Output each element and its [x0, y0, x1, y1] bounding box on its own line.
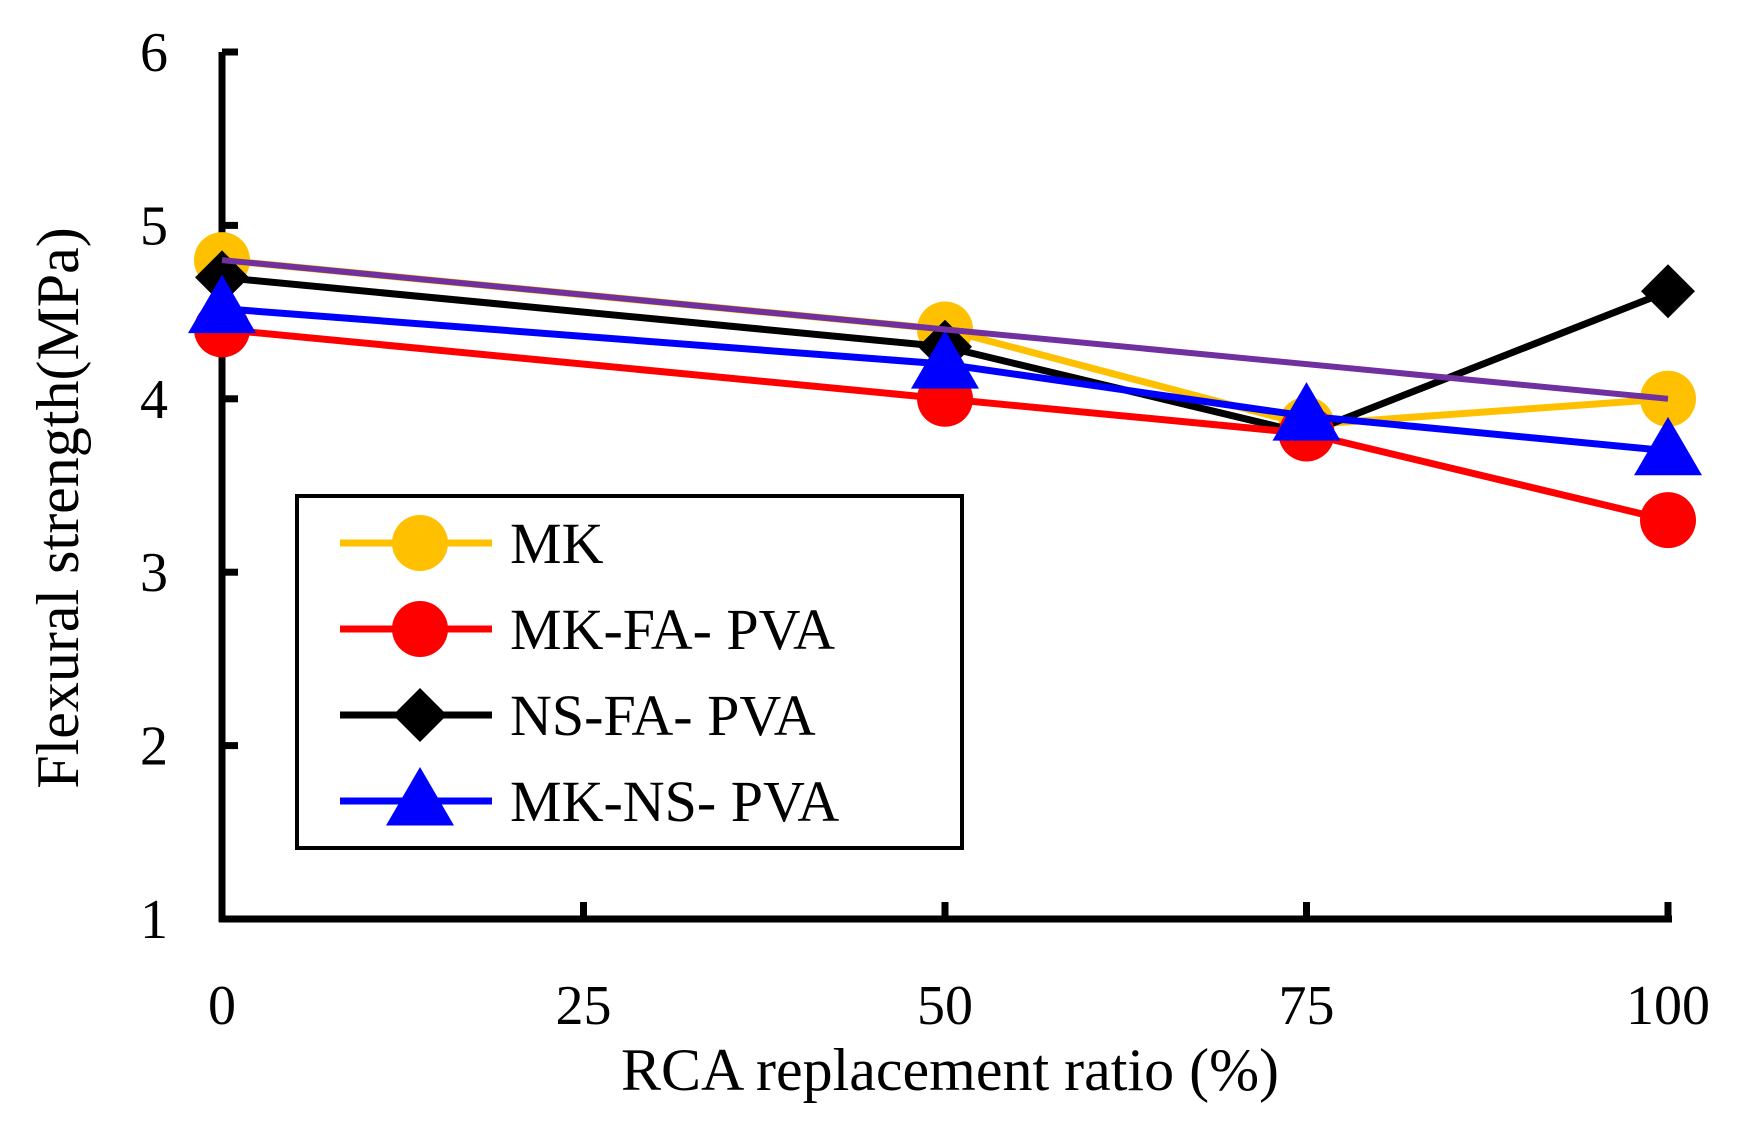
legend-item: MK-NS- PVA — [340, 767, 839, 834]
data-point — [911, 330, 979, 389]
data-point — [188, 274, 256, 334]
legend: MK MK-FA- PVA NS-FA- PVA MK-NS- PVA — [295, 494, 964, 850]
legend-marker — [393, 688, 447, 742]
legend-label: MK — [510, 511, 604, 576]
x-tick-label: 50 — [917, 975, 973, 1037]
data-point — [1272, 382, 1341, 441]
legend-item: MK — [340, 511, 604, 576]
y-axis-title: Flexural strength(MPa) — [25, 227, 91, 789]
y-tick-label: 4 — [140, 369, 168, 431]
tick-labels: 1 2 3 4 5 6 0 25 50 75 100 — [140, 22, 1710, 1037]
legend-marker — [392, 515, 448, 571]
series-line — [221, 305, 1669, 455]
x-tick-label: 100 — [1626, 975, 1710, 1037]
series-layer — [188, 232, 1702, 549]
y-tick-label: 3 — [140, 542, 168, 604]
x-tick-label: 0 — [208, 975, 236, 1037]
series-line — [221, 325, 1669, 524]
tick-marks — [218, 48, 1672, 923]
legend-label: MK-FA- PVA — [510, 597, 835, 662]
x-tick-label: 75 — [1279, 975, 1335, 1037]
legend-marker — [386, 767, 454, 826]
series-3 — [188, 274, 1702, 476]
legend-item: MK-FA- PVA — [340, 597, 835, 662]
y-tick-label: 5 — [140, 195, 168, 257]
x-axis-title: RCA replacement ratio (%) — [621, 1037, 1279, 1103]
y-tick-label: 6 — [140, 22, 168, 84]
legend-label: NS-FA- PVA — [510, 683, 816, 748]
y-tick-label: 2 — [140, 716, 168, 778]
data-point — [1634, 416, 1702, 476]
data-point — [1641, 264, 1695, 319]
legend-item: NS-FA- PVA — [340, 683, 816, 748]
y-tick-label: 1 — [140, 889, 168, 951]
data-point — [1640, 492, 1696, 549]
legend-label: MK-NS- PVA — [510, 769, 839, 834]
legend-marker — [392, 601, 448, 657]
trend-line — [221, 257, 1669, 402]
x-tick-label: 25 — [556, 975, 612, 1037]
